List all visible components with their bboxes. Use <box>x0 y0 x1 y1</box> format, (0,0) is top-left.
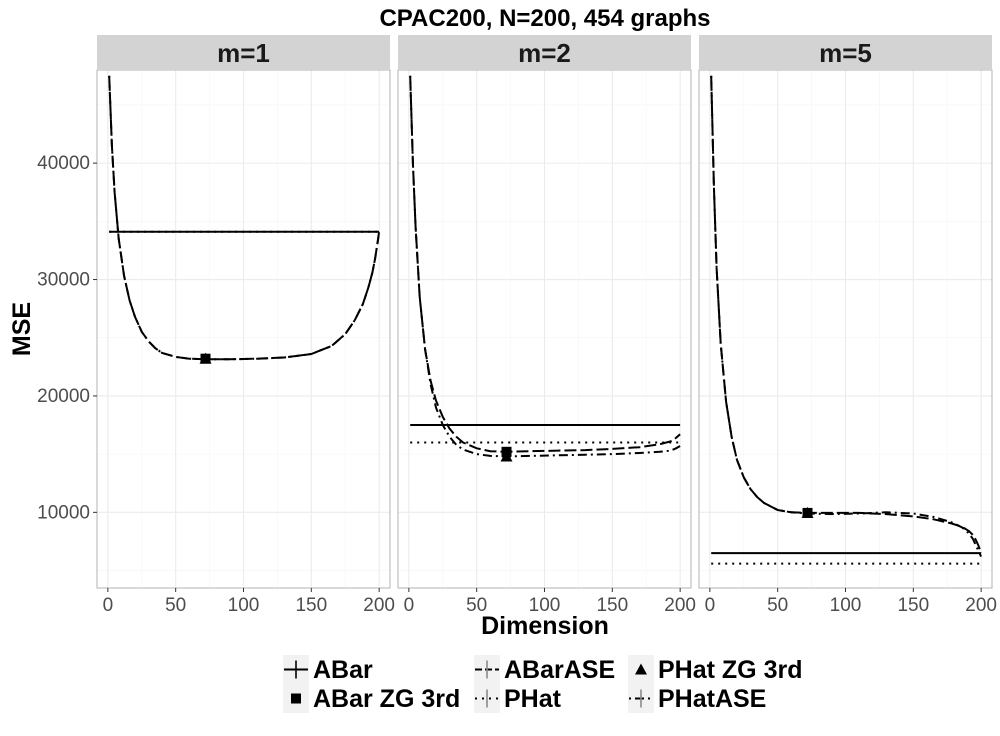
point-phat-zg-3rd <box>801 506 814 518</box>
series-line-phatase <box>409 75 681 458</box>
x-tick-label: 0 <box>705 595 716 616</box>
x-tick-label: 100 <box>529 595 561 616</box>
facet-label: m=2 <box>518 38 571 68</box>
x-tick-label: 50 <box>165 595 186 616</box>
x-tick-label: 50 <box>466 595 487 616</box>
legend-triangle-mark <box>635 663 647 675</box>
legend-label: PHatASE <box>658 685 766 713</box>
x-tick-label: 200 <box>664 595 696 616</box>
legend-label: ABarASE <box>504 656 615 684</box>
x-axis-title: Dimension <box>481 612 609 640</box>
facet-label: m=5 <box>819 38 872 68</box>
series-line-abarase <box>710 75 983 554</box>
panel-m-1: m=1 <box>96 35 391 589</box>
y-tick-label: 10000 <box>37 502 90 523</box>
legend-item-abarase: ABarASE <box>474 655 615 684</box>
point-phat-zg-3rd <box>500 450 513 462</box>
legend-label: PHat <box>504 685 562 713</box>
series-line-phatase <box>710 75 983 558</box>
chart-title: CPAC200, N=200, 454 graphs <box>379 5 710 32</box>
x-tick-label: 100 <box>830 595 862 616</box>
x-axis: 0 50 100 150 200 0 50 100 150 200 0 50 100 150 200 <box>103 588 997 616</box>
x-tick-label: 150 <box>897 595 929 616</box>
x-tick-label: 0 <box>404 595 415 616</box>
panel-m-2: m=2 <box>397 35 692 589</box>
y-tick-label: 30000 <box>37 270 90 291</box>
point-phat-zg-3rd <box>199 352 212 364</box>
legend-item-phat-zg-3rd: PHat ZG 3rd <box>628 655 802 684</box>
x-tick-label: 50 <box>767 595 788 616</box>
y-axis-title: MSE <box>8 302 36 356</box>
x-tick-label: 150 <box>295 595 327 616</box>
x-tick-label: 200 <box>965 595 997 616</box>
x-tick-label: 100 <box>228 595 260 616</box>
y-tick-label: 20000 <box>37 386 90 407</box>
facet-label: m=1 <box>217 38 270 68</box>
x-tick-label: 150 <box>596 595 628 616</box>
legend-item-phatase: PHatASE <box>628 684 766 713</box>
y-tick-label: 40000 <box>37 153 90 174</box>
facet-strip <box>398 35 691 70</box>
legend: ABar ABarASE PHat ZG 3rd ABar ZG 3rd PHat PHa… <box>283 655 802 713</box>
y-axis: 10000 20000 30000 40000 <box>37 153 97 523</box>
legend-square-mark <box>291 693 301 704</box>
legend-item-abar-zg-3rd: ABar ZG 3rd <box>283 684 460 713</box>
legend-item-abar: ABar <box>283 655 373 684</box>
legend-label: PHat ZG 3rd <box>658 656 802 684</box>
panel-m-5: m=5 <box>698 35 993 589</box>
legend-item-phat: PHat <box>474 684 562 713</box>
x-tick-label: 200 <box>363 595 395 616</box>
panels-group: m=1 m=2 m=5 <box>96 35 993 589</box>
facet-strip <box>97 35 390 70</box>
legend-label: ABar <box>313 656 373 684</box>
facet-strip <box>699 35 992 70</box>
x-tick-label: 0 <box>103 595 114 616</box>
legend-label: ABar ZG 3rd <box>313 685 460 713</box>
